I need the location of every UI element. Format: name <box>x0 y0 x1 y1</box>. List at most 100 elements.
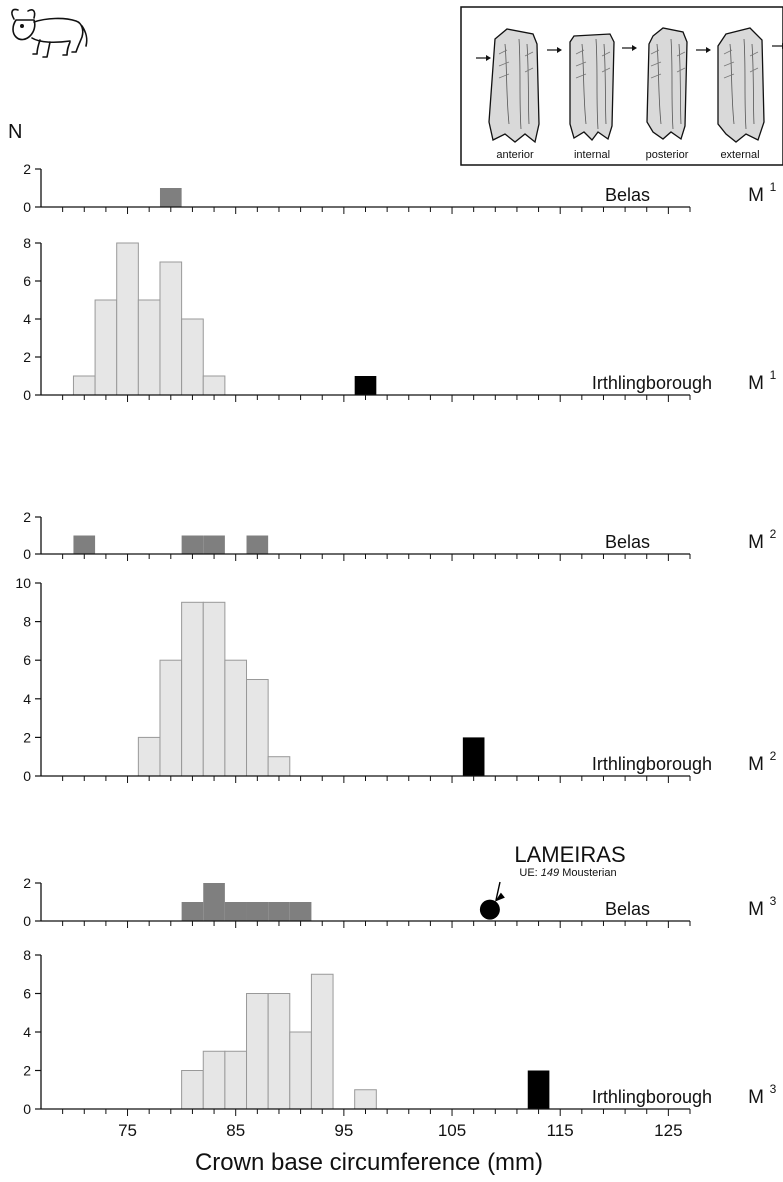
bar <box>246 993 269 1110</box>
outlier-bar <box>462 737 485 776</box>
y-tick-label: 0 <box>23 1101 31 1117</box>
bar <box>289 902 312 921</box>
lameiras-label: LAMEIRAS <box>514 842 625 867</box>
view-label: posterior <box>646 149 689 161</box>
panel-6: 0 2 4 6 8 Irthlingborough M 3 <box>23 947 776 1117</box>
y-tick-label: 2 <box>23 349 31 365</box>
tooth-views-inset: anterior internal posterior external <box>460 6 783 166</box>
tooth-outline <box>569 33 615 141</box>
bar <box>159 188 182 207</box>
lameiras-annotation: LAMEIRAS UE: 149 Mousterian <box>479 842 626 920</box>
lameiras-point <box>479 899 500 920</box>
y-tick-label: 8 <box>23 235 31 251</box>
tooth-superscript: 2 <box>770 527 777 541</box>
view-label: anterior <box>496 149 534 161</box>
tooth-hatching <box>581 38 607 130</box>
tooth-outline <box>488 28 540 144</box>
bar <box>202 601 226 777</box>
x-tick-label: 125 <box>654 1121 682 1140</box>
x-tick-label: 105 <box>438 1121 466 1140</box>
bar <box>181 1070 204 1110</box>
site-label: Belas <box>605 185 650 205</box>
bar <box>224 659 248 777</box>
tooth-superscript: 2 <box>770 749 777 763</box>
bar <box>203 535 225 554</box>
panel-5: 0 2 Belas M 3 <box>23 875 776 929</box>
tooth-drawing: posterior <box>646 27 689 161</box>
x-tick-label: 75 <box>118 1121 137 1140</box>
tooth-drawing: anterior <box>488 28 540 161</box>
view-arrowhead <box>486 55 491 61</box>
tooth-hatching <box>656 38 682 130</box>
y-tick-label: 4 <box>23 1024 31 1040</box>
y-tick-label: 6 <box>23 986 31 1002</box>
bar <box>310 973 334 1110</box>
bar <box>267 993 291 1110</box>
bar <box>137 299 161 396</box>
view-label: external <box>720 149 759 161</box>
bar <box>159 659 183 777</box>
y-axis-title: N <box>8 121 22 143</box>
tooth-hatching <box>729 38 755 130</box>
y-tick-label: 6 <box>23 652 31 668</box>
lameiras-arrow-line <box>495 881 501 901</box>
y-tick-label: 2 <box>23 1063 31 1079</box>
y-tick-label: 4 <box>23 311 31 327</box>
bar <box>73 535 96 554</box>
bar <box>268 902 290 921</box>
view-arrowhead <box>632 45 637 51</box>
view-label: internal <box>574 149 610 161</box>
site-label: Irthlingborough <box>592 754 712 774</box>
bar <box>181 902 204 921</box>
site-label: Irthlingborough <box>592 1087 712 1107</box>
x-tick-label: 115 <box>547 1121 574 1140</box>
aurochs-icon <box>11 8 88 58</box>
bar <box>72 375 96 396</box>
outlier-bar <box>354 376 377 395</box>
x-tick-label: 95 <box>334 1121 353 1140</box>
tooth-superscript: 3 <box>770 894 777 908</box>
lameiras-arrowhead <box>494 892 505 902</box>
y-tick-label: 2 <box>23 729 31 745</box>
bar <box>246 902 269 921</box>
site-label: Belas <box>605 899 650 919</box>
bar <box>202 375 226 396</box>
bar <box>94 299 118 396</box>
view-arrowhead <box>706 47 711 53</box>
y-tick-label: 2 <box>23 509 31 525</box>
tooth-label: M <box>748 532 764 553</box>
tooth-hatching <box>504 38 530 130</box>
tooth-label: M <box>748 185 764 206</box>
bar <box>246 679 269 777</box>
y-tick-label: 2 <box>23 875 31 891</box>
y-tick-label: 0 <box>23 768 31 784</box>
bar <box>159 261 183 396</box>
y-tick-label: 0 <box>23 913 31 929</box>
bar <box>224 902 247 921</box>
outlier-bar <box>527 1070 550 1109</box>
bar <box>203 883 225 921</box>
tooth-texture <box>498 49 534 79</box>
y-tick-label: 4 <box>23 691 31 707</box>
bar <box>224 1050 248 1110</box>
y-tick-label: 0 <box>23 387 31 403</box>
y-tick-label: 6 <box>23 273 31 289</box>
tooth-texture <box>650 49 686 79</box>
tooth-superscript: 1 <box>770 368 777 382</box>
bar <box>137 736 161 777</box>
y-tick-label: 0 <box>23 546 31 562</box>
bar <box>289 1031 312 1110</box>
bar <box>181 601 204 777</box>
site-label: Irthlingborough <box>592 373 712 393</box>
panel-2: 0 2 4 6 8 Irthlingborough M 1 <box>23 235 776 403</box>
lameiras-sub-number: 149 <box>541 867 559 879</box>
y-tick-label: 8 <box>23 947 31 963</box>
tooth-label: M <box>748 899 764 920</box>
y-tick-label: 0 <box>23 199 31 215</box>
tooth-label: M <box>748 1087 764 1108</box>
tooth-texture <box>723 49 759 79</box>
